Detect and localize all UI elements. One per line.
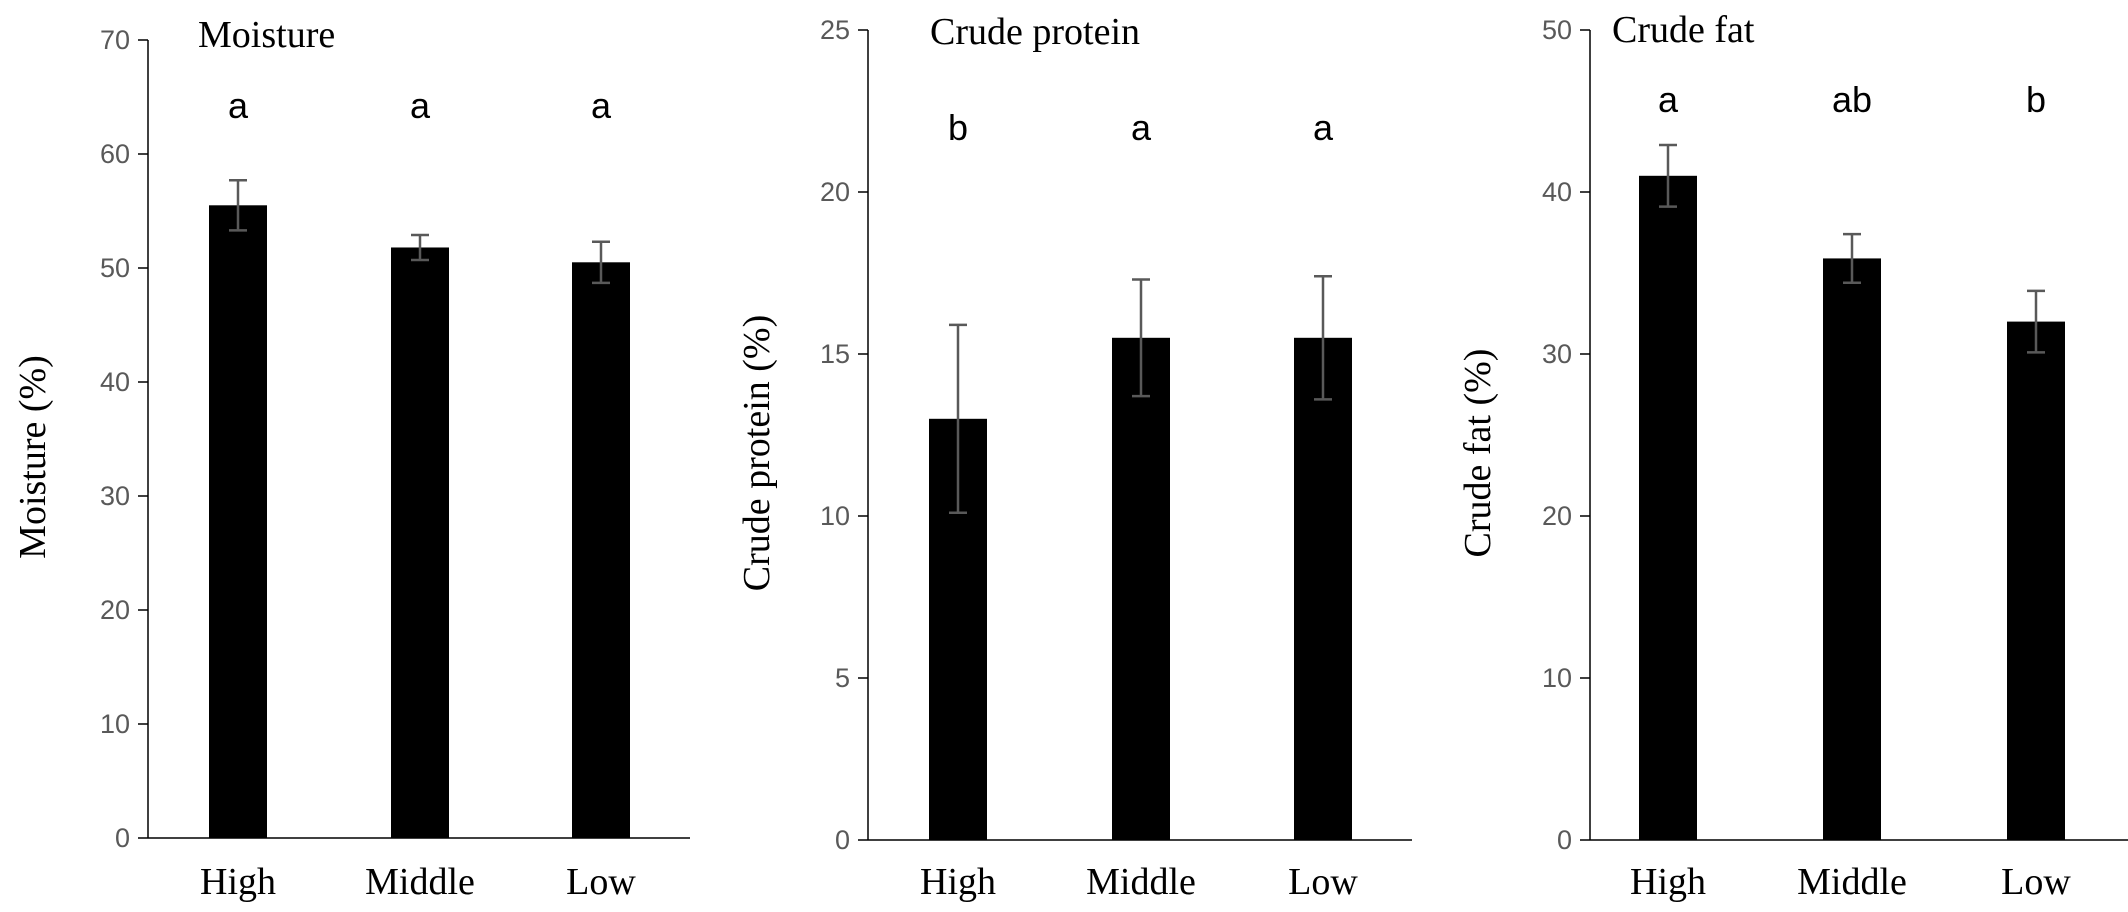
- crude-protein-title: Crude protein: [930, 11, 1140, 53]
- crude-fat-category-label-low: Low: [2001, 861, 2071, 903]
- crude-fat-y-tick-label: 30: [1542, 339, 1572, 369]
- crude-fat-y-axis-label: Crude fat (%): [1457, 349, 1499, 558]
- crude-fat-y-tick-label: 0: [1557, 825, 1572, 855]
- crude-fat-y-tick-label: 10: [1542, 663, 1572, 693]
- crude-protein-panel: 0 5 10 15 20 25 b High a Middle a Low Crude protein C…: [736, 11, 1412, 903]
- crude-protein-significance-middle: a: [1131, 107, 1152, 148]
- moisture-bar-low: [572, 262, 630, 838]
- moisture-title: Moisture: [198, 14, 335, 56]
- crude-protein-y-axis-label: Crude protein (%): [736, 315, 778, 591]
- crude-protein-category-label-low: Low: [1288, 861, 1358, 903]
- crude-fat-y-tick-label: 50: [1542, 15, 1572, 45]
- moisture-y-tick-label: 60: [100, 139, 130, 169]
- crude-fat-significance-middle: ab: [1832, 79, 1872, 120]
- moisture-y-tick-label: 20: [100, 595, 130, 625]
- moisture-y-tick-label: 30: [100, 481, 130, 511]
- moisture-y-tick-label: 40: [100, 367, 130, 397]
- crude-fat-bar-middle: [1823, 258, 1881, 840]
- crude-fat-category-label-middle: Middle: [1797, 861, 1907, 903]
- crude-protein-category-label-high: High: [920, 861, 996, 903]
- crude-protein-y-tick-label: 5: [835, 663, 850, 693]
- crude-fat-significance-low: b: [2026, 79, 2046, 120]
- moisture-significance-high: a: [228, 85, 249, 126]
- crude-fat-title: Crude fat: [1612, 9, 1755, 51]
- moisture-category-label-middle: Middle: [365, 861, 475, 903]
- crude-fat-panel: 0 10 20 30 40 50 a High ab Middle b Low Crude fat Cru…: [1457, 9, 2128, 903]
- moisture-y-tick-label: 10: [100, 709, 130, 739]
- crude-protein-bar-low: [1294, 337, 1352, 840]
- moisture-bar-middle: [391, 247, 449, 839]
- crude-protein-y-tick-label: 25: [820, 15, 850, 45]
- crude-fat-significance-high: a: [1658, 79, 1679, 120]
- crude-fat-y-tick-label: 20: [1542, 501, 1572, 531]
- crude-protein-significance-high: b: [948, 107, 968, 148]
- crude-fat-bar-low: [2007, 321, 2065, 841]
- moisture-significance-middle: a: [410, 85, 431, 126]
- crude-protein-category-label-middle: Middle: [1086, 861, 1196, 903]
- crude-fat-category-label-high: High: [1630, 861, 1706, 903]
- crude-protein-y-tick-label: 10: [820, 501, 850, 531]
- moisture-y-tick-label: 50: [100, 253, 130, 283]
- moisture-category-label-low: Low: [566, 861, 636, 903]
- moisture-y-tick-label: 70: [100, 25, 130, 55]
- moisture-panel: 0 10 20 30 40 50 60 70 a High a Middle a Low Moisture M…: [12, 14, 690, 903]
- crude-protein-y-tick-label: 20: [820, 177, 850, 207]
- moisture-y-tick-label: 0: [115, 823, 130, 853]
- crude-protein-y-tick-label: 0: [835, 825, 850, 855]
- crude-protein-bar-middle: [1112, 337, 1170, 840]
- crude-fat-y-tick-label: 40: [1542, 177, 1572, 207]
- crude-fat-bar-high: [1639, 175, 1697, 841]
- moisture-significance-low: a: [591, 85, 612, 126]
- crude-protein-significance-low: a: [1313, 107, 1334, 148]
- moisture-y-axis-label: Moisture (%): [12, 355, 54, 559]
- moisture-bar-high: [209, 205, 267, 839]
- moisture-category-label-high: High: [200, 861, 276, 903]
- crude-protein-y-tick-label: 15: [820, 339, 850, 369]
